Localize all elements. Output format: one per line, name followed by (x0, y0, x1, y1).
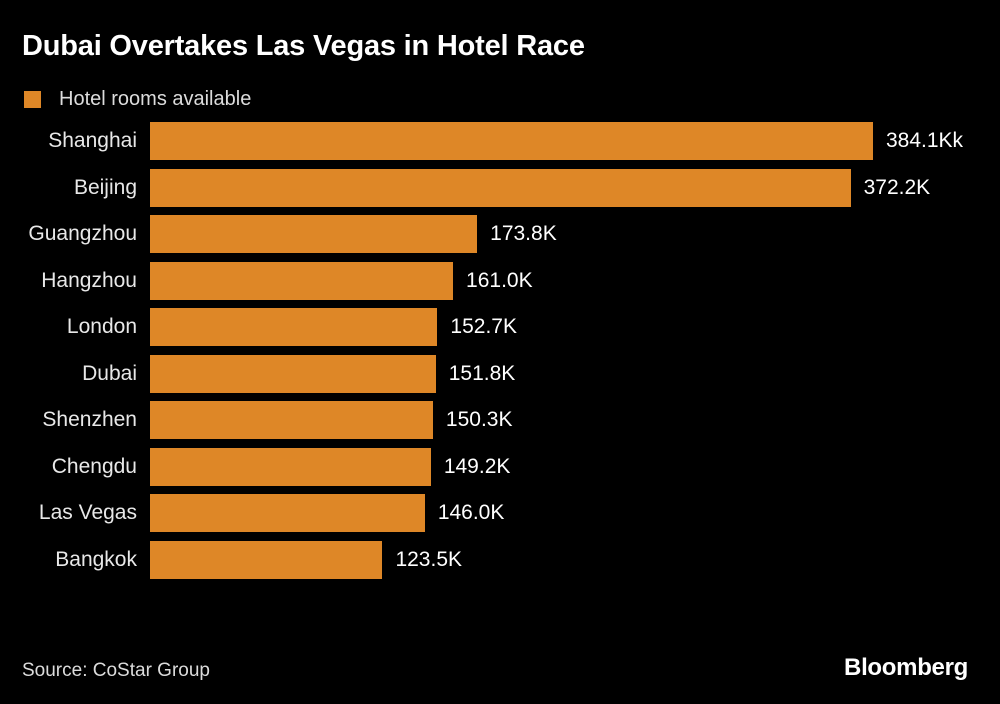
bar (150, 261, 454, 300)
value-label: 161.0K (466, 268, 533, 292)
category-label: Dubai (82, 361, 137, 385)
bar-row: Shenzhen 150.3K (0, 401, 1000, 439)
value-label: 372.2K (863, 175, 931, 199)
category-label: Beijing (73, 175, 137, 199)
bar-row: Bangkok 123.5K (0, 540, 1000, 579)
value-label: 173.8K (490, 222, 557, 245)
bar-row: Hangzhou 161.0K (0, 261, 1000, 300)
bar-track: 151.8K (137, 354, 1000, 393)
bar-row: Guangzhou 173.8K (0, 215, 1000, 253)
bar-row: Chengdu 149.2K (0, 447, 1000, 486)
legend: Hotel rooms available (24, 88, 251, 111)
bar (150, 401, 433, 439)
value-label: 149.2K (443, 454, 511, 478)
bar (150, 122, 873, 160)
bar (150, 494, 425, 532)
category-label: Shanghai (48, 129, 137, 152)
bar (150, 447, 431, 486)
legend-label: Hotel rooms available (59, 88, 252, 110)
bar-row: Dubai 151.8K (0, 354, 1000, 393)
value-label: 123.5K (395, 547, 463, 571)
bar-track: 152.7K (137, 308, 1000, 346)
bar-track: 161.0K (137, 261, 1000, 300)
category-label: Hangzhou (41, 268, 137, 292)
bar-row: Las Vegas 146.0K (0, 494, 1000, 532)
value-label: 151.8K (448, 361, 516, 385)
bar-chart: Shanghai 384.1Kk Beijing 372.2K Guangzhou 173… (0, 122, 1000, 587)
category-label: Chengdu (51, 454, 137, 478)
bar-track: 384.1Kk (137, 122, 1000, 160)
bar (150, 168, 851, 207)
bar-track: 146.0K (137, 494, 1000, 532)
source-note: Source: CoStar Group (22, 660, 210, 681)
bar-track: 173.8K (137, 215, 1000, 253)
value-label: 150.3K (445, 408, 513, 431)
bar-track: 150.3K (137, 401, 1000, 439)
bar-row: Shanghai 384.1Kk (0, 122, 1000, 160)
bar-row: Beijing 372.2K (0, 168, 1000, 207)
bar (150, 215, 478, 253)
bar-track: 149.2K (137, 447, 1000, 486)
category-label: London (66, 315, 137, 338)
bar-row: London 152.7K (0, 308, 1000, 346)
category-label: Las Vegas (38, 501, 137, 524)
chart-title: Dubai Overtakes Las Vegas in Hotel Race (22, 30, 585, 62)
bar-track: 123.5K (137, 540, 1000, 579)
value-label: 152.7K (450, 315, 517, 338)
bar (150, 540, 383, 579)
category-label: Shenzhen (42, 408, 137, 431)
bar (150, 308, 438, 346)
value-label: 384.1Kk (886, 129, 964, 152)
category-label: Guangzhou (28, 222, 137, 245)
bar-track: 372.2K (137, 168, 1000, 207)
bar (150, 354, 436, 393)
bloomberg-logo: Bloomberg (844, 654, 968, 681)
value-label: 146.0K (437, 501, 505, 524)
category-label: Bangkok (55, 547, 137, 571)
legend-swatch-icon (24, 91, 41, 108)
